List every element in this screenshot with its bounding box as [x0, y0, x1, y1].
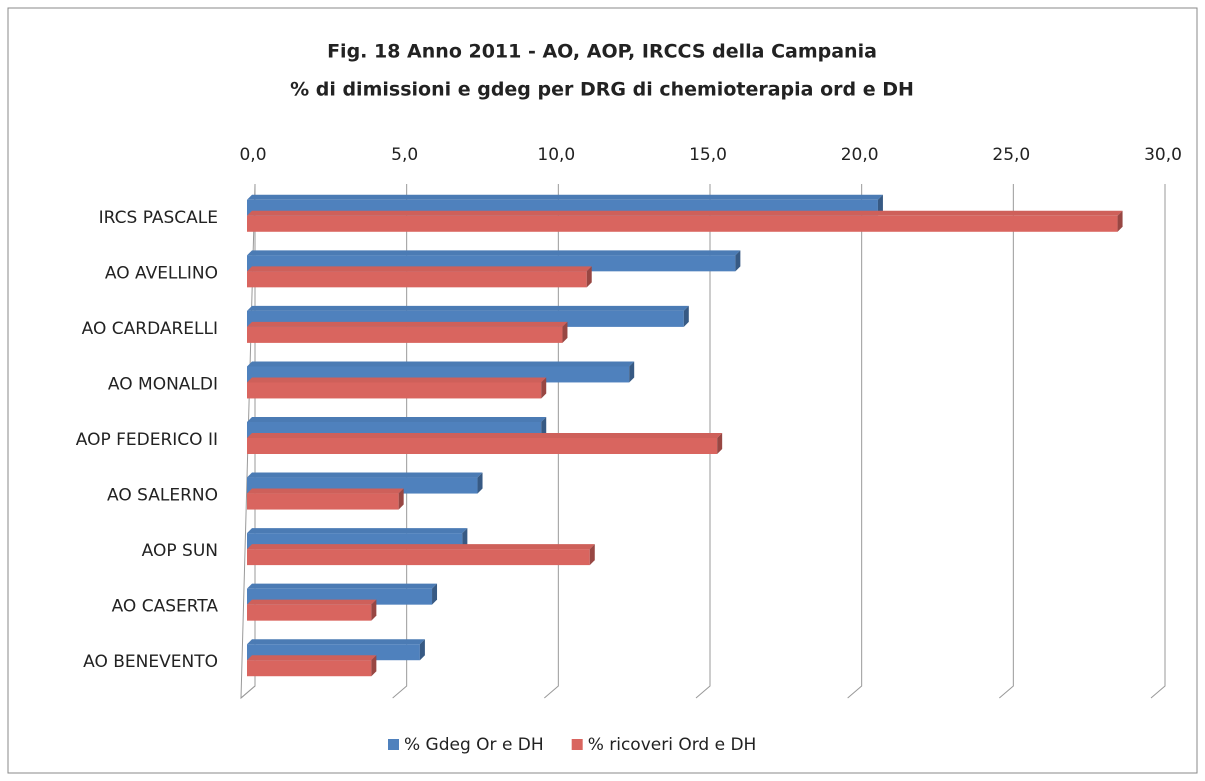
- grid-line: [847, 184, 863, 699]
- bar: [247, 660, 372, 677]
- x-tick-label: 25,0: [992, 145, 1030, 165]
- grid-line: [240, 184, 256, 699]
- grid-line: [1150, 184, 1166, 699]
- bar: [247, 493, 399, 510]
- bar-side: [541, 417, 547, 438]
- bar-top: [247, 528, 468, 534]
- y-tick-label: AO SALERNO: [107, 486, 218, 506]
- bar-side: [419, 639, 425, 661]
- bar-side: [717, 433, 723, 454]
- bar-top: [247, 377, 547, 383]
- bar-side: [1117, 210, 1123, 232]
- bar-top: [247, 544, 595, 550]
- x-tick-label: 20,0: [841, 145, 879, 165]
- bar: [247, 326, 563, 343]
- x-tick-label: 10,0: [537, 145, 575, 165]
- bar-side: [562, 321, 568, 343]
- y-tick-label: AO AVELLINO: [105, 263, 218, 283]
- bar-side: [477, 472, 483, 494]
- bar-top: [247, 250, 741, 256]
- legend-label: % Gdeg Or e DH: [404, 735, 544, 755]
- x-tick-label: 30,0: [1144, 145, 1182, 165]
- bar-top: [247, 599, 377, 605]
- bar-top: [247, 266, 592, 272]
- x-tick-label: 15,0: [689, 145, 727, 165]
- grid-line: [544, 184, 559, 699]
- legend-swatch: [388, 739, 399, 750]
- grid-line: [695, 184, 711, 699]
- bar-side: [586, 266, 592, 288]
- chart-subtitle: % di dimissioni e gdeg per DRG di chemio…: [290, 79, 914, 101]
- y-tick-label: AO CARDARELLI: [82, 319, 218, 339]
- chart-title: Fig. 18 Anno 2011 - AO, AOP, IRCCS della…: [327, 41, 877, 63]
- y-tick-label: AO BENEVENTO: [83, 652, 218, 672]
- y-tick-label: AOP FEDERICO II: [76, 430, 218, 450]
- bar-top: [247, 305, 689, 311]
- bar-side: [398, 488, 404, 510]
- bar-top: [247, 194, 883, 200]
- bar-top: [247, 488, 404, 494]
- y-tick-label: AOP SUN: [142, 541, 218, 561]
- bar: [247, 604, 372, 621]
- y-tick-label: AO MONALDI: [108, 374, 218, 394]
- x-tick-label: 5,0: [391, 145, 418, 165]
- bar-side: [877, 194, 883, 216]
- bar: [247, 549, 590, 566]
- bar-side: [432, 583, 438, 605]
- chart-border: [7, 7, 1198, 774]
- bar: [247, 382, 542, 399]
- bar-side: [541, 377, 547, 399]
- bar-top: [247, 639, 425, 645]
- bar-top: [247, 321, 568, 327]
- legend-label: % ricoveri Ord e DH: [588, 735, 757, 755]
- bar-side: [371, 599, 377, 621]
- legend-swatch: [571, 739, 583, 750]
- y-tick-label: AO CASERTA: [112, 597, 219, 617]
- x-tick-label: 0,0: [239, 145, 266, 165]
- bar-top: [247, 433, 723, 438]
- grid-line: [392, 184, 408, 699]
- bar-top: [247, 417, 547, 422]
- bar: [247, 271, 587, 288]
- bar-side: [589, 544, 595, 566]
- bar-top: [247, 361, 635, 367]
- bar-side: [683, 305, 689, 327]
- bar: [247, 215, 1118, 232]
- grid-line: [999, 184, 1014, 699]
- y-tick-label: IRCS PASCALE: [99, 208, 218, 228]
- bar-top: [247, 210, 1123, 216]
- bar-top: [247, 472, 483, 478]
- bar-side: [629, 361, 635, 383]
- bar-top: [247, 655, 377, 661]
- bar-side: [462, 528, 468, 550]
- bar-side: [371, 655, 377, 677]
- bar-top: [247, 583, 438, 589]
- bar: [247, 438, 718, 454]
- bar-side: [735, 250, 741, 272]
